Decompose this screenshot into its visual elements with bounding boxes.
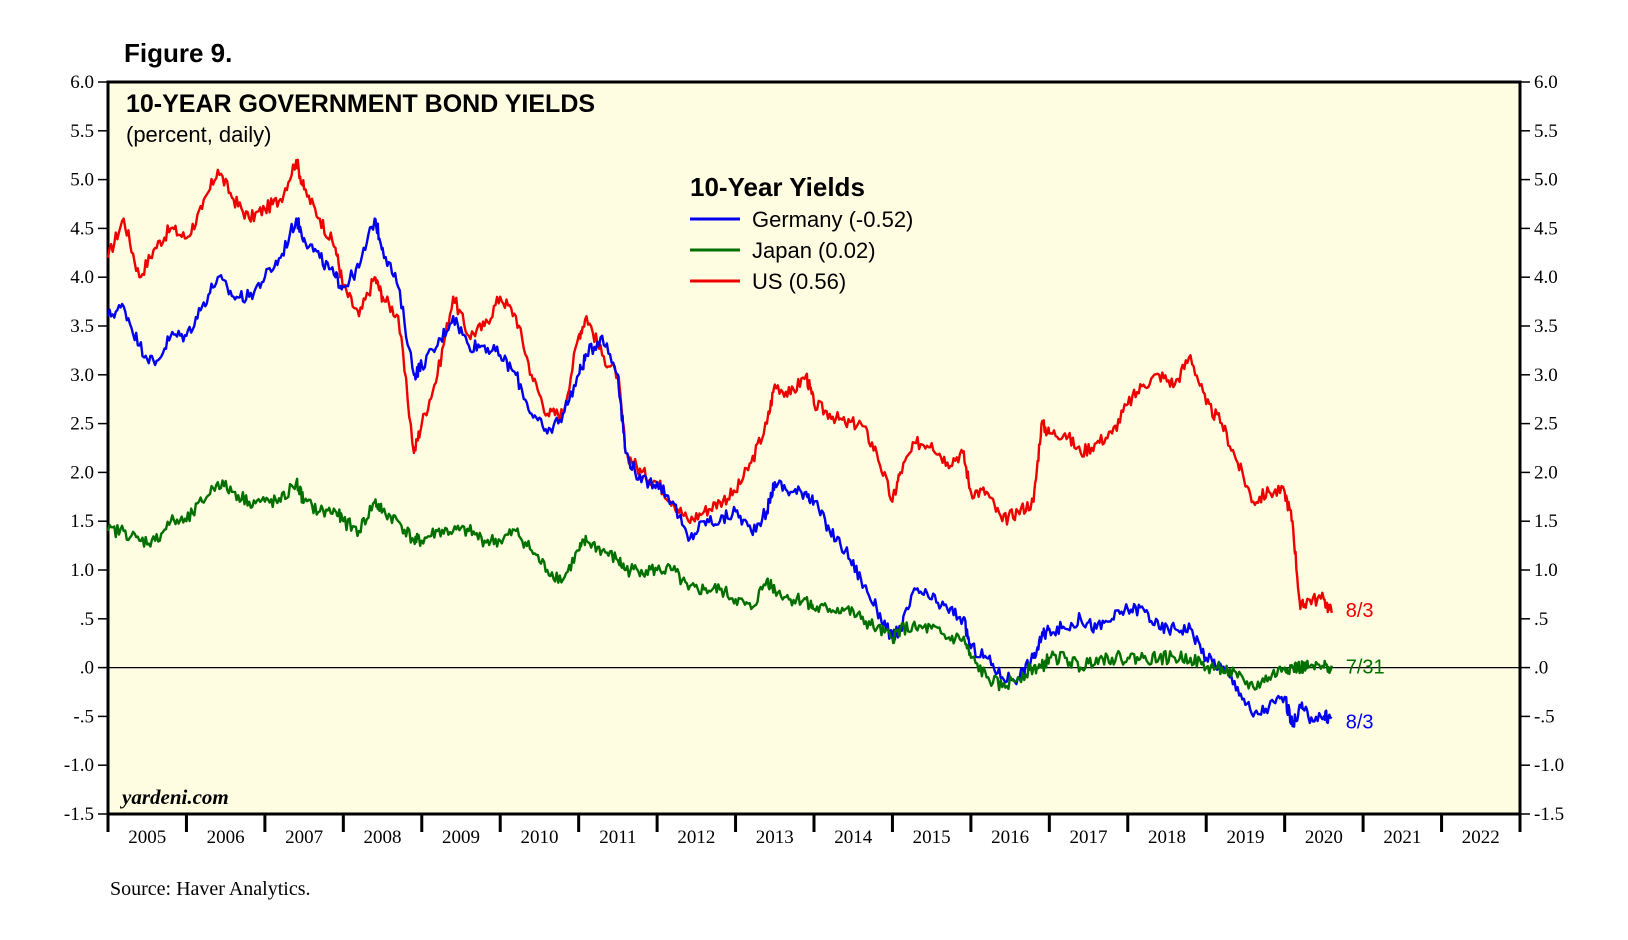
watermark: yardeni.com	[119, 785, 229, 809]
end-label-germany: 8/3	[1346, 711, 1374, 733]
y-tick-label-right: 3.5	[1534, 316, 1558, 337]
x-tick-label: 2006	[207, 827, 245, 848]
y-tick-label-left: -.5	[73, 706, 94, 727]
y-tick-label-right: 5.0	[1534, 170, 1558, 191]
x-tick-label: 2011	[599, 827, 636, 848]
y-tick-label-right: .0	[1534, 658, 1548, 679]
end-labels: 8/3 8/3 7/31	[1346, 600, 1385, 733]
y-tick-label-left: 5.0	[70, 170, 94, 191]
y-tick-label-left: 5.5	[70, 121, 94, 142]
legend-label-japan: Japan (0.02)	[752, 238, 876, 263]
series-line-japan	[106, 477, 1333, 692]
chart-subtitle: (percent, daily)	[126, 122, 272, 147]
y-tick-label-right: 4.5	[1534, 218, 1558, 239]
y-tick-label-left: 3.0	[70, 365, 94, 386]
x-tick-label: 2020	[1305, 827, 1343, 848]
y-tick-label-right: 6.0	[1534, 72, 1558, 93]
y-tick-label-left: 2.5	[70, 414, 94, 435]
y-tick-label-right: .5	[1534, 609, 1548, 630]
end-label-us: 8/3	[1346, 600, 1374, 622]
x-tick-label: 2008	[364, 827, 402, 848]
y-tick-label-left: .5	[80, 609, 94, 630]
x-tick-label: 2019	[1226, 827, 1264, 848]
x-axis: 2005 2006 2007 2008 2009 2010 2011 2012 2013 2014…	[106, 814, 1522, 848]
y-tick-label-right: -1.5	[1534, 804, 1564, 825]
x-tick-label: 2014	[834, 827, 873, 848]
y-tick-label-right: 1.0	[1534, 560, 1558, 581]
y-tick-label-right: 4.0	[1534, 267, 1558, 288]
x-tick-label: 2017	[1070, 827, 1108, 848]
legend-label-germany: Germany (-0.52)	[752, 207, 913, 232]
series-lines	[106, 158, 1333, 728]
y-tick-label-left: 2.0	[70, 462, 94, 483]
x-tick-label: 2007	[285, 827, 323, 848]
legend-label-us: US (0.56)	[752, 269, 846, 294]
x-tick-label: 2022	[1462, 827, 1500, 848]
y-axis-left: 6.0 5.5 5.0 4.5 4.0 3.5 3.0 2.5 2.0 1.5 1.0 .5 .0 -.5…	[64, 72, 108, 825]
y-tick-label-right: 2.0	[1534, 462, 1558, 483]
legend-title: 10-Year Yields	[690, 172, 865, 202]
x-tick-label: 2018	[1148, 827, 1186, 848]
x-tick-label: 2021	[1383, 827, 1421, 848]
chart-title: 10-YEAR GOVERNMENT BOND YIELDS	[126, 90, 595, 118]
series-line-us	[106, 158, 1333, 614]
series-line-germany	[106, 217, 1333, 728]
x-tick-label: 2016	[991, 827, 1029, 848]
y-tick-label-right: 1.5	[1534, 511, 1558, 532]
y-tick-label-left: 6.0	[70, 72, 94, 93]
legend: 10-Year Yields Germany (-0.52) Japan (0.…	[690, 172, 913, 294]
y-tick-label-left: 4.0	[70, 267, 94, 288]
x-tick-label: 2015	[913, 827, 951, 848]
x-tick-label: 2013	[756, 827, 794, 848]
y-tick-label-right: 5.5	[1534, 121, 1558, 142]
x-tick-label: 2009	[442, 827, 480, 848]
x-tick-label: 2012	[677, 827, 715, 848]
x-tick-label: 2010	[520, 827, 558, 848]
y-tick-label-right: -1.0	[1534, 755, 1564, 776]
y-tick-label-right: 3.0	[1534, 365, 1558, 386]
end-label-japan: 7/31	[1346, 657, 1385, 679]
y-tick-label-right: -.5	[1534, 706, 1555, 727]
y-tick-label-right: 2.5	[1534, 414, 1558, 435]
y-tick-label-left: 1.0	[70, 560, 94, 581]
x-tick-label: 2005	[128, 827, 166, 848]
plot-area	[108, 82, 1520, 814]
y-tick-label-left: 3.5	[70, 316, 94, 337]
y-tick-label-left: -1.0	[64, 755, 94, 776]
source-note: Source: Haver Analytics.	[110, 878, 311, 900]
y-tick-label-left: 1.5	[70, 511, 94, 532]
y-axis-right: 6.0 5.5 5.0 4.5 4.0 3.5 3.0 2.5 2.0 1.5 1.0 .5 .0 -.5…	[1520, 72, 1564, 825]
y-tick-label-left: 4.5	[70, 218, 94, 239]
y-tick-label-left: -1.5	[64, 804, 94, 825]
figure-label: Figure 9.	[124, 38, 232, 68]
y-tick-label-left: .0	[80, 658, 94, 679]
